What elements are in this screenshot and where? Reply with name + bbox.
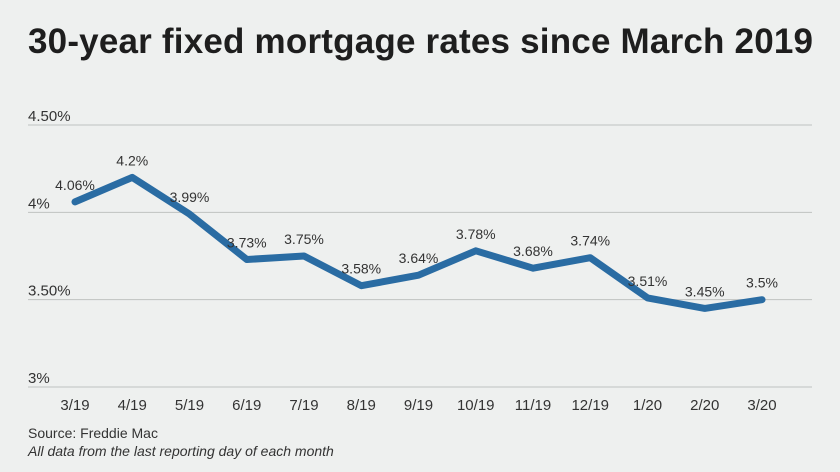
data-label: 3.51% xyxy=(628,273,668,289)
y-tick-label: 3.50% xyxy=(28,283,71,300)
y-tick-label: 4.50% xyxy=(28,108,71,125)
x-tick-label: 6/19 xyxy=(232,397,261,414)
data-label: 4.06% xyxy=(55,177,95,193)
x-tick-label: 7/19 xyxy=(289,397,318,414)
data-label: 3.78% xyxy=(456,226,496,242)
data-label: 4.2% xyxy=(116,152,148,168)
x-axis-tick-labels: 3/19 4/19 5/19 6/19 7/19 8/19 9/19 10/19 11/19 12… xyxy=(60,397,776,414)
x-tick-label: 5/19 xyxy=(175,397,204,414)
data-labels: 4.06% 4.2% 3.99% 3.73% 3.75% 3.58% 3.64% 3.78% 3… xyxy=(55,152,778,299)
data-label: 3.64% xyxy=(399,250,439,266)
x-tick-label: 2/20 xyxy=(690,397,719,414)
x-tick-label: 11/19 xyxy=(515,397,551,414)
x-tick-label: 1/20 xyxy=(633,397,662,414)
series-line xyxy=(71,173,766,312)
data-label: 3.74% xyxy=(570,233,610,249)
data-label: 3.45% xyxy=(685,283,725,299)
data-label: 3.99% xyxy=(170,189,210,205)
y-tick-label: 4% xyxy=(28,195,50,212)
y-tick-label: 3% xyxy=(28,370,50,387)
footnote: All data from the last reporting day of … xyxy=(28,443,334,459)
gridlines xyxy=(28,124,812,388)
x-tick-label: 3/20 xyxy=(747,397,776,414)
data-label: 3.73% xyxy=(227,234,267,250)
chart-title: 30-year fixed mortgage rates since March… xyxy=(28,22,814,61)
x-tick-label: 12/19 xyxy=(571,397,609,414)
x-tick-label: 10/19 xyxy=(457,397,495,414)
data-label: 3.5% xyxy=(746,275,778,291)
source-note: Source: Freddie Mac xyxy=(28,425,158,441)
data-label: 3.58% xyxy=(341,261,381,277)
data-label: 3.68% xyxy=(513,243,553,259)
x-tick-label: 4/19 xyxy=(118,397,147,414)
data-label: 3.75% xyxy=(284,231,324,247)
x-tick-label: 9/19 xyxy=(404,397,433,414)
y-axis-tick-labels: 3% 3.50% 4% 4.50% xyxy=(28,108,71,387)
x-tick-label: 8/19 xyxy=(347,397,376,414)
x-tick-label: 3/19 xyxy=(60,397,89,414)
